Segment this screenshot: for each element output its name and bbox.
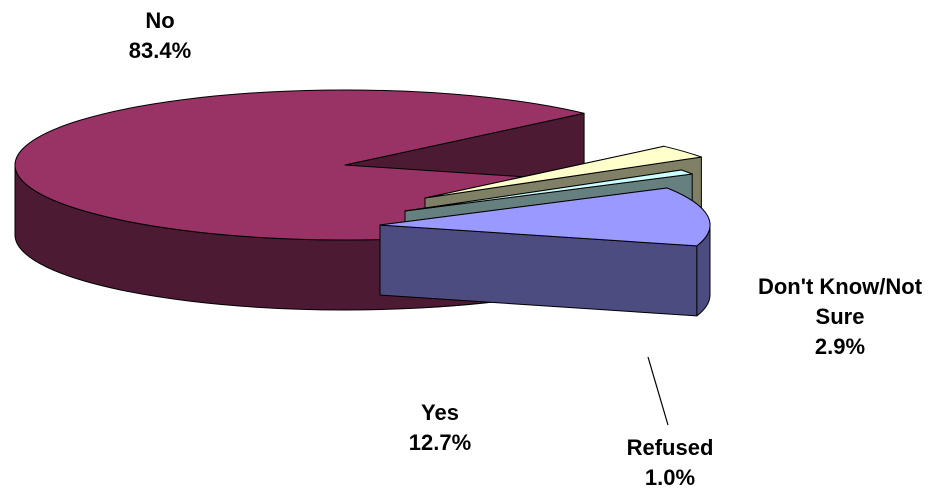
slice-top-don-t-know-not-sure bbox=[424, 145, 702, 199]
slice-value-no: 83.4% bbox=[128, 38, 192, 63]
refused-leader-line bbox=[647, 356, 669, 426]
slice-top-yes bbox=[379, 187, 711, 247]
slice-label-dont-know: Don't Know/Not Sure 2.9% bbox=[740, 272, 940, 362]
slice-name-dont-know: Don't Know/Not Sure bbox=[757, 274, 923, 329]
slice-name-no: No bbox=[145, 8, 175, 33]
slice-value-dont-know: 2.9% bbox=[814, 334, 866, 359]
slice-yes bbox=[379, 187, 711, 317]
slice-label-no: No 83.4% bbox=[85, 6, 235, 66]
slice-top-refused bbox=[404, 169, 693, 212]
slice-value-refused: 1.0% bbox=[644, 465, 696, 490]
slice-label-refused: Refused 1.0% bbox=[595, 433, 745, 493]
slice-value-yes: 12.7% bbox=[408, 430, 472, 455]
slice-name-refused: Refused bbox=[626, 435, 714, 460]
slice-label-yes: Yes 12.7% bbox=[365, 398, 515, 458]
slice-name-yes: Yes bbox=[421, 400, 459, 425]
